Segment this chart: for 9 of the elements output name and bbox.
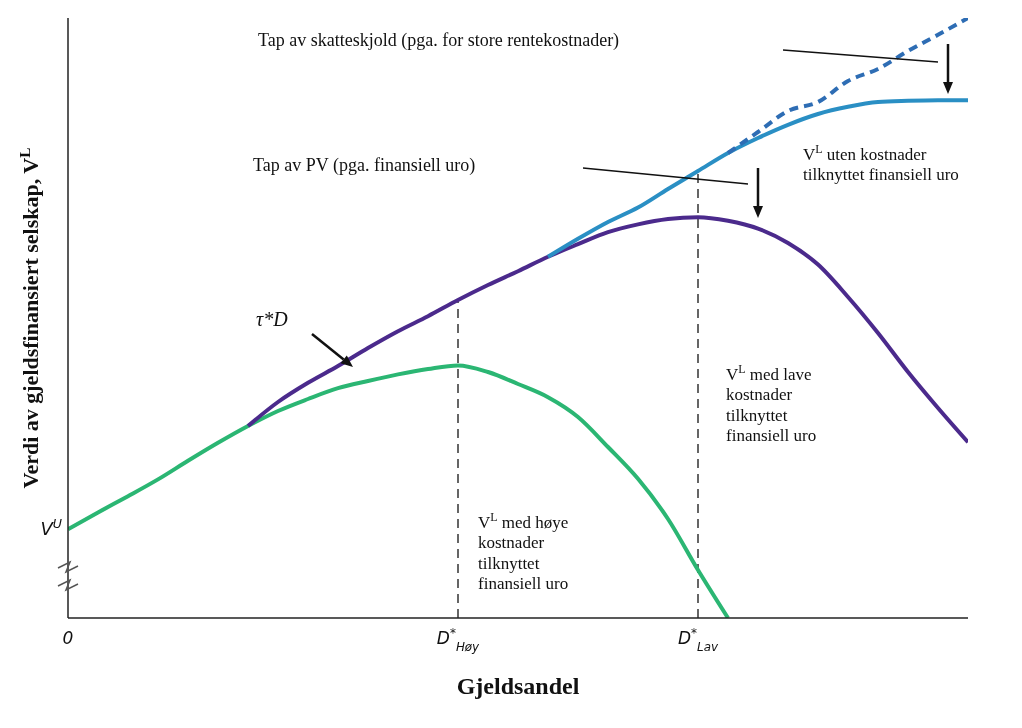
x-tick-label: 0	[62, 628, 74, 648]
annotation: Tap av skatteskjold (pga. for store rentekostnader)	[258, 30, 620, 51]
annotation: V$^{L}$ med høye kostnader tilknyttet finansiell uro	[478, 510, 569, 594]
x-axis-title: Gjeldsandel	[456, 673, 580, 699]
annotation: Tap av PV (pga. finansiell uro)	[253, 155, 476, 176]
text: V$^{U}$	[40, 515, 62, 539]
annotation: V$^{L}$ med lave kostnader tilknyttet finansiell uro	[726, 362, 817, 446]
annotation: τ*D	[256, 308, 289, 330]
annotation: V$^{L}$ uten kostnader tilknyttet finansiell uro	[803, 142, 959, 185]
